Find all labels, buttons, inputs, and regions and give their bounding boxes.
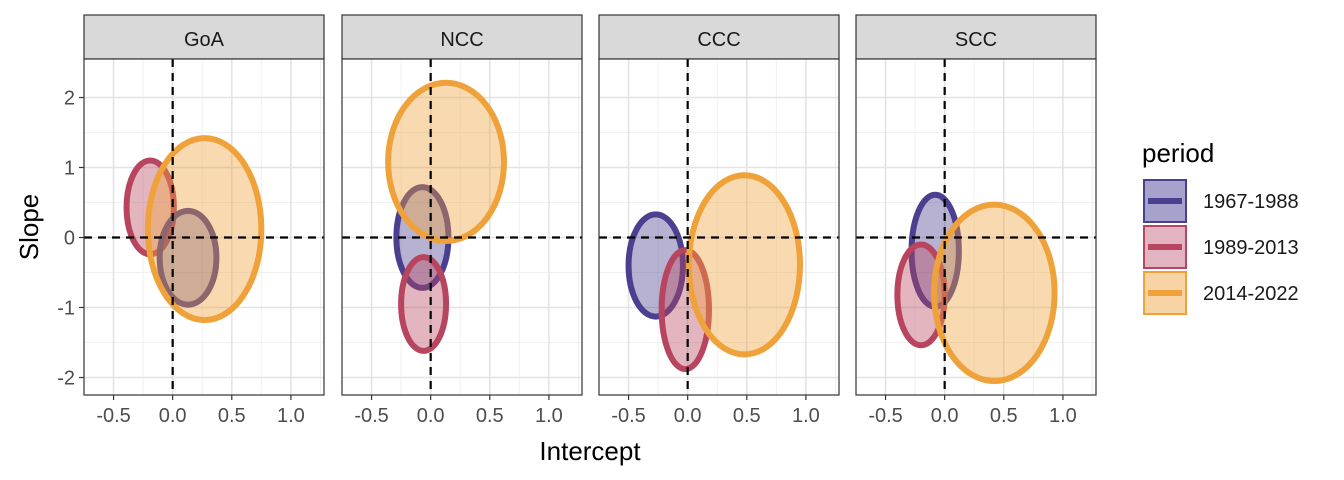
x-tick-label: 0.5 bbox=[476, 405, 504, 427]
ellipses bbox=[894, 191, 1058, 384]
legend-label: 2014-2022 bbox=[1203, 283, 1299, 305]
plot-background bbox=[856, 59, 1096, 395]
facet-label: GoA bbox=[184, 29, 225, 51]
x-tick-label: 0.5 bbox=[990, 405, 1018, 427]
legend-label: 1967-1988 bbox=[1203, 191, 1299, 213]
ellipse-1967-1988 bbox=[156, 207, 220, 308]
y-tick-label: -1 bbox=[57, 298, 75, 320]
legend-item-2014-2022: 2014-2022 bbox=[1143, 271, 1299, 315]
legend-label: 1989-2013 bbox=[1203, 237, 1299, 259]
ellipse-2014-2022 bbox=[931, 201, 1058, 384]
ellipse-2014-2022 bbox=[685, 172, 803, 358]
ellipse-1989-2013 bbox=[894, 241, 948, 349]
panel-ncc: NCC -0.5 0.0 0.5 1.0 bbox=[341, 14, 583, 427]
x-tick-label: 0.0 bbox=[674, 405, 702, 427]
ellipse-2014-2022 bbox=[144, 135, 265, 324]
y-tick-label: 1 bbox=[64, 158, 75, 180]
x-tick-label: 0.5 bbox=[218, 405, 246, 427]
panel-ccc: CCC -0.5 0.0 0.5 1.0 bbox=[598, 14, 840, 427]
y-tick-label: -2 bbox=[57, 368, 75, 390]
x-tick-label: 0.0 bbox=[931, 405, 959, 427]
x-tick-label: 0.5 bbox=[733, 405, 761, 427]
facet-label: SCC bbox=[955, 29, 997, 51]
x-tick-label: -0.5 bbox=[868, 405, 902, 427]
facet-strip bbox=[341, 14, 583, 60]
panel-border bbox=[598, 58, 840, 396]
legend-item-1967-1988: 1967-1988 bbox=[1143, 179, 1299, 223]
y-tick-label: 2 bbox=[64, 88, 75, 110]
plot-background bbox=[84, 59, 324, 395]
ellipse-1967-1988 bbox=[625, 211, 686, 320]
ellipse-1989-2013 bbox=[658, 247, 712, 373]
y-tick-label: 0 bbox=[64, 228, 75, 250]
x-tick-label: 1.0 bbox=[792, 405, 820, 427]
panel-border bbox=[83, 58, 325, 396]
x-tick-label: -0.5 bbox=[354, 405, 388, 427]
plot-background bbox=[342, 59, 582, 395]
panel-scc: SCC -0.5 0.0 0.5 1.0 bbox=[855, 14, 1097, 427]
x-axis-label: Intercept bbox=[539, 436, 641, 466]
ellipses bbox=[385, 79, 507, 354]
panel-border bbox=[341, 58, 583, 396]
ellipses bbox=[625, 172, 803, 373]
x-tick-label: 1.0 bbox=[1049, 405, 1077, 427]
x-tick-label: -0.5 bbox=[96, 405, 130, 427]
legend-title: period bbox=[1142, 138, 1214, 168]
panel-goa: GoA -0.5 0.0 0.5 1.0 -2 -1 0 1 2 bbox=[57, 14, 325, 427]
legend-item-1989-2013: 1989-2013 bbox=[1143, 225, 1299, 269]
facet-strip bbox=[598, 14, 840, 60]
panel-border bbox=[855, 58, 1097, 396]
x-tick-label: 1.0 bbox=[535, 405, 563, 427]
legend: period 1967-1988 1989-2013 2014-2022 bbox=[1142, 138, 1299, 315]
x-tick-label: -0.5 bbox=[611, 405, 645, 427]
ellipses bbox=[123, 135, 265, 324]
facet-label: NCC bbox=[440, 29, 483, 51]
x-tick-label: 0.0 bbox=[417, 405, 445, 427]
facet-strip bbox=[83, 14, 325, 60]
facet-label: CCC bbox=[697, 29, 740, 51]
facet-strip bbox=[855, 14, 1097, 60]
x-tick-label: 0.0 bbox=[159, 405, 187, 427]
y-axis-label: Slope bbox=[14, 194, 44, 261]
ellipse-2014-2022 bbox=[385, 79, 507, 244]
x-tick-label: 1.0 bbox=[277, 405, 305, 427]
ellipse-1989-2013 bbox=[398, 254, 450, 354]
